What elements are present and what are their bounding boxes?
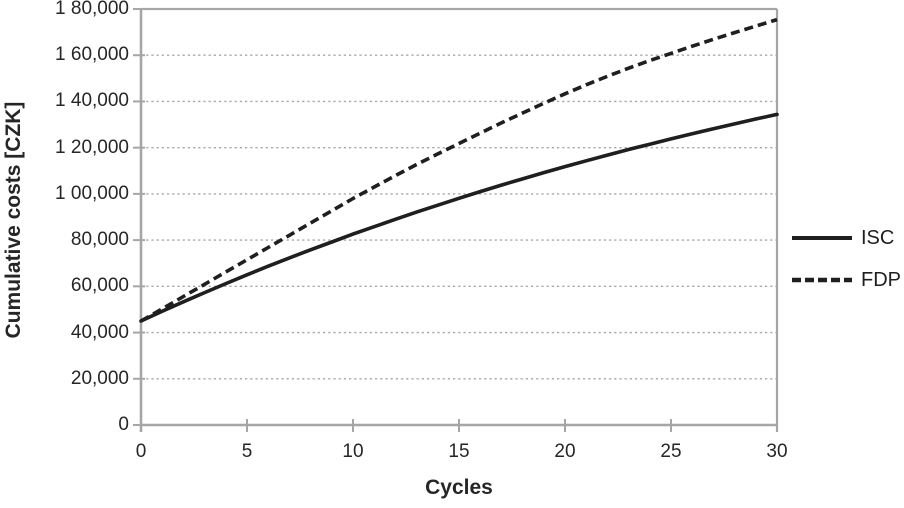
isc-line-sample-icon xyxy=(792,236,852,240)
legend: ISC FDP xyxy=(791,220,901,298)
x-tick-label: 0 xyxy=(135,441,147,462)
y-tick-label: 1 80,000 xyxy=(55,0,129,19)
x-tick-label: 10 xyxy=(342,441,364,462)
fdp-line-sample-icon xyxy=(792,277,852,283)
y-tick-label: 1 20,000 xyxy=(55,136,129,158)
series-line-fdp xyxy=(140,17,778,323)
x-tick-label: 15 xyxy=(448,441,470,462)
y-tick-label: 1 00,000 xyxy=(55,182,129,204)
y-tick-label: 20,000 xyxy=(70,367,129,389)
y-tick-label: 1 40,000 xyxy=(55,90,129,112)
x-tick-label: 5 xyxy=(241,441,253,462)
y-tick-label: 40,000 xyxy=(70,321,129,343)
x-axis-title: Cycles xyxy=(425,476,493,499)
legend-label-isc: ISC xyxy=(861,226,895,249)
legend-item-fdp: FDP xyxy=(791,262,901,298)
y-tick-label: 1 60,000 xyxy=(55,44,129,66)
x-tick-label: 25 xyxy=(660,441,682,462)
legend-label-fdp: FDP xyxy=(861,268,901,291)
y-tick-label: 60,000 xyxy=(70,275,129,297)
x-tick-label: 30 xyxy=(766,441,788,462)
legend-item-isc: ISC xyxy=(791,220,901,256)
series-line-isc xyxy=(139,112,779,323)
y-tick-label: 80,000 xyxy=(70,229,129,251)
x-tick-label: 20 xyxy=(554,441,576,462)
y-tick-label: 0 xyxy=(118,414,129,435)
